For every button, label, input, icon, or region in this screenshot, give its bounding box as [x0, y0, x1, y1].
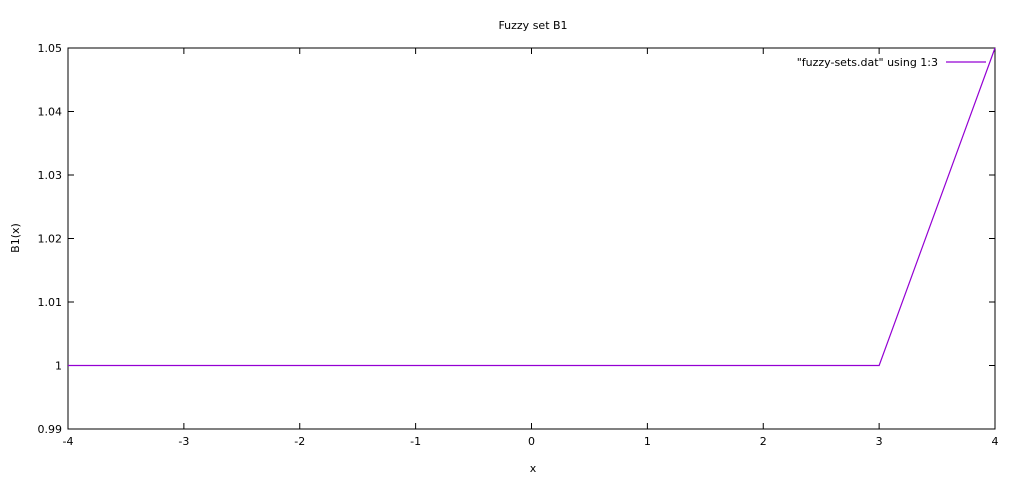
series-layer: [68, 47, 996, 367]
x-tick-label: 3: [876, 435, 883, 448]
plot-frame: [67, 47, 996, 430]
chart-title: Fuzzy set B1: [498, 19, 567, 32]
x-tick-label: 1: [644, 435, 651, 448]
legend-entry-label: "fuzzy-sets.dat" using 1:3: [797, 56, 938, 69]
x-tick-label: 0: [528, 435, 535, 448]
x-tick-label: -3: [178, 435, 189, 448]
y-tick-label: 1.01: [38, 296, 63, 309]
y-tick-label: 1.04: [38, 106, 63, 119]
x-axis-label: x: [530, 462, 537, 475]
tick-labels: -4 -3 -2 -1 0 1 2 3 4 0.99 1 1.01 1.02 1.03 1.04 1.05: [38, 42, 999, 448]
ticks: [67, 47, 996, 430]
y-tick-label: 1: [55, 360, 62, 373]
y-tick-label: 1.03: [38, 169, 63, 182]
y-axis-label: B1(x): [9, 223, 22, 253]
y-tick-label: 0.99: [38, 423, 63, 436]
x-tick-label: 2: [760, 435, 767, 448]
x-tick-label: -4: [63, 435, 74, 448]
x-tick-label: -1: [410, 435, 421, 448]
x-tick-label: 4: [992, 435, 999, 448]
legend: "fuzzy-sets.dat" using 1:3: [797, 56, 986, 69]
y-tick-label: 1.02: [38, 233, 63, 246]
series-line-0: [68, 47, 996, 367]
y-tick-label: 1.05: [38, 42, 63, 55]
x-tick-label: -2: [294, 435, 305, 448]
